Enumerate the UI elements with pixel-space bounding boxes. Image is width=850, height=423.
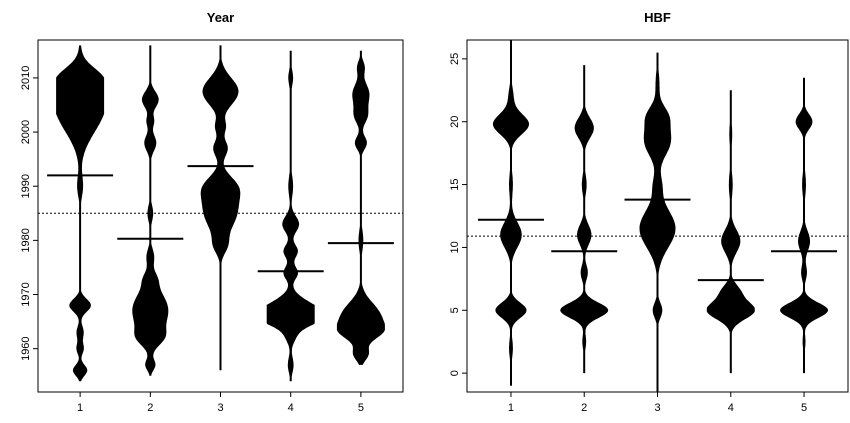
hbf-x-tick-label: 4 [728, 402, 734, 414]
hbf-y-tick-label: 20 [449, 116, 461, 128]
hbf-chart-title: HBF [644, 10, 671, 25]
hbf-y-tick-label: 0 [449, 370, 461, 376]
hbf-y-tick-label: 10 [449, 241, 461, 253]
year-bean-4 [266, 50, 315, 382]
year-beanplot-panel: Year 1960 1970 1980 1990 2000 2010 1 2 3 4 5 [20, 10, 404, 414]
year-y-tick-label: 1990 [20, 174, 32, 198]
year-x-tick-label: 3 [217, 402, 223, 414]
year-bean-2 [132, 45, 169, 376]
year-y-tick-label: 1970 [20, 282, 32, 306]
year-bean-5 [336, 50, 385, 365]
hbf-x-tick-label: 2 [581, 402, 587, 414]
year-y-tick-label: 2000 [20, 120, 32, 144]
year-bean-3 [200, 45, 241, 371]
hbf-bean-3 [639, 52, 676, 392]
hbf-x-tick-label: 3 [654, 402, 660, 414]
hbf-beanplot-panel: HBF 0 5 10 15 20 25 1 2 3 4 5 [449, 10, 849, 414]
year-y-tick-label: 1980 [20, 228, 32, 252]
hbf-bean-4 [706, 90, 755, 374]
hbf-bean-1 [492, 40, 529, 386]
year-x-tick-label: 5 [358, 402, 364, 414]
hbf-bean-5 [780, 77, 828, 374]
hbf-x-tick-label: 1 [508, 402, 514, 414]
hbf-y-tick-label: 15 [449, 178, 461, 190]
year-chart-title: Year [207, 10, 234, 25]
year-y-tick-label: 2010 [20, 66, 32, 90]
hbf-y-tick-label: 5 [449, 307, 461, 313]
year-x-tick-label: 2 [147, 402, 153, 414]
hbf-y-tick-label: 25 [449, 53, 461, 65]
year-x-tick-label: 4 [288, 402, 294, 414]
year-x-tick-label: 1 [77, 402, 83, 414]
year-bean-1 [56, 45, 105, 382]
year-y-tick-label: 1960 [20, 336, 32, 360]
hbf-x-tick-label: 5 [801, 402, 807, 414]
hbf-bean-2 [560, 65, 609, 374]
